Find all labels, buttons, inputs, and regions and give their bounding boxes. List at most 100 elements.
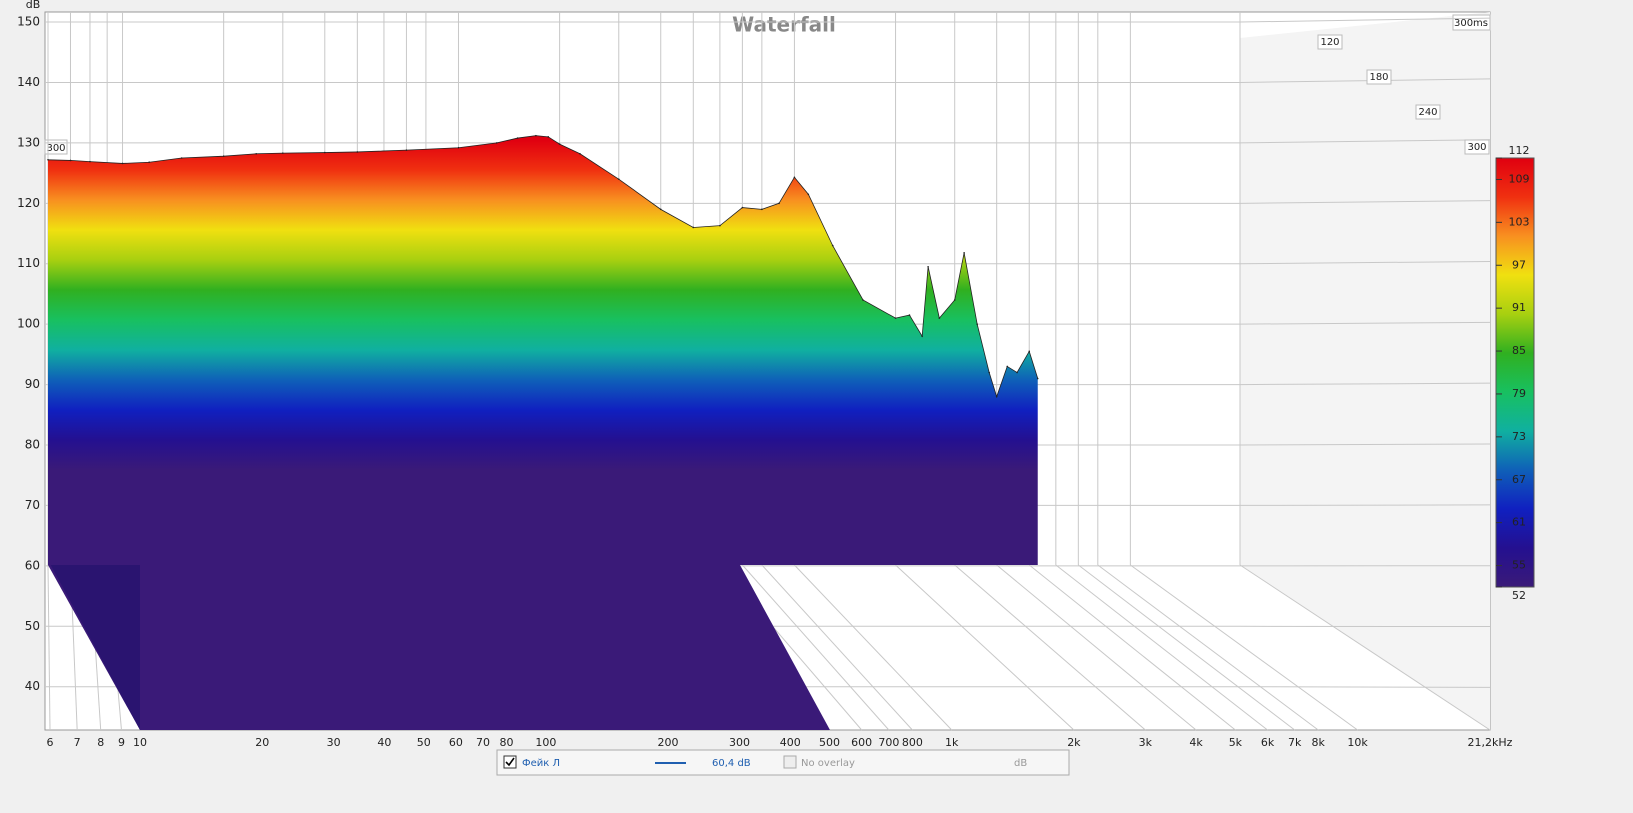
y-tick-label: 150 <box>17 15 40 29</box>
colorbar-label: 85 <box>1512 344 1526 357</box>
y-tick-label: 90 <box>25 377 40 391</box>
point <box>47 159 49 161</box>
point <box>122 163 124 165</box>
x-tick-label: 6k <box>1261 736 1275 749</box>
x-tick-label: 500 <box>819 736 840 749</box>
x-tick-label: 40 <box>377 736 391 749</box>
colorbar-label: 109 <box>1509 172 1530 185</box>
x-tick-label: 80 <box>500 736 514 749</box>
point <box>921 335 923 337</box>
point <box>742 207 744 209</box>
legend-box <box>497 750 1069 775</box>
point <box>181 157 183 159</box>
checkbox[interactable] <box>504 756 516 768</box>
x-tick-label: 10k <box>1347 736 1368 749</box>
x-tick-label: 10 <box>133 736 147 749</box>
overlay-checkbox[interactable] <box>784 756 796 768</box>
y-tick-label: 80 <box>25 438 40 452</box>
point <box>1016 372 1018 374</box>
y-tick-label: 70 <box>25 498 40 512</box>
point <box>1028 351 1030 353</box>
z-tick-label: 300 <box>1467 142 1486 153</box>
point <box>1037 378 1039 380</box>
point <box>618 178 620 180</box>
point <box>778 203 780 205</box>
point <box>282 152 284 154</box>
x-tick-label: 100 <box>535 736 556 749</box>
point <box>357 151 359 153</box>
x-tick-label: 50 <box>417 736 431 749</box>
floor <box>48 565 830 730</box>
point <box>832 245 834 247</box>
colorbar-label: 73 <box>1512 430 1526 443</box>
x-tick-label: 1k <box>945 736 959 749</box>
z-end-label: 300ms <box>1454 18 1488 29</box>
point <box>996 396 998 398</box>
x-tick-label: 5k <box>1229 736 1243 749</box>
x-tick-label: 8 <box>97 736 104 749</box>
x-tick-label: 300 <box>729 736 750 749</box>
point <box>458 147 460 149</box>
point <box>909 314 911 316</box>
x-tick-label: 3k <box>1139 736 1153 749</box>
x-tick-label: 9 <box>118 736 125 749</box>
legend-unit: dB <box>1014 758 1027 769</box>
colorbar-label: 103 <box>1509 215 1530 228</box>
y-tick-label: 140 <box>17 75 40 89</box>
point <box>579 153 581 155</box>
point <box>496 142 498 144</box>
grid-line <box>1240 687 1490 688</box>
point <box>223 155 225 157</box>
point <box>255 153 257 155</box>
x-tick-label: 30 <box>327 736 341 749</box>
colorbar-label: 97 <box>1512 258 1526 271</box>
point <box>517 137 519 139</box>
colorbar-label: 112 <box>1509 144 1530 157</box>
x-tick-label: 4k <box>1189 736 1203 749</box>
point <box>963 252 965 254</box>
z-tick-label: 180 <box>1369 72 1388 83</box>
z-tick-label: 120 <box>1320 37 1339 48</box>
point <box>862 299 864 301</box>
x-tick-label: 20 <box>255 736 269 749</box>
x-tick-label: 200 <box>658 736 679 749</box>
point <box>1006 366 1008 368</box>
z-front-label: 300 <box>46 143 65 154</box>
point <box>148 161 150 163</box>
colorbar-label: 91 <box>1512 301 1526 314</box>
z-tick-label: 240 <box>1418 107 1437 118</box>
point <box>324 152 326 154</box>
x-tick-label: 800 <box>902 736 923 749</box>
x-tick-label: 8k <box>1312 736 1326 749</box>
x-tick-label: 70 <box>476 736 490 749</box>
x-tick-label: 700 <box>878 736 899 749</box>
colorbar-label: 61 <box>1512 516 1526 529</box>
point <box>808 193 810 195</box>
chart-title: Waterfall <box>732 13 836 37</box>
y-tick-label: 120 <box>17 196 40 210</box>
legend: Фейк Л 60,4 dB No overlay dB <box>497 750 1069 775</box>
x-tick-label: 7k <box>1288 736 1302 749</box>
x-tick-label: 400 <box>780 736 801 749</box>
point <box>692 227 694 229</box>
point <box>954 299 956 301</box>
y-tick-label: 130 <box>17 135 40 149</box>
point <box>535 135 537 137</box>
point <box>406 149 408 151</box>
y-tick-label: 100 <box>17 317 40 331</box>
x-tick-label: 21,2kHz <box>1468 736 1513 749</box>
point <box>794 177 796 179</box>
y-tick-label: 50 <box>25 619 40 633</box>
x-tick-label: 7 <box>74 736 81 749</box>
point <box>70 160 72 162</box>
x-tick-label: 60 <box>449 736 463 749</box>
point <box>976 323 978 325</box>
colorbar-label: 79 <box>1512 387 1526 400</box>
legend-series-name: Фейк Л <box>522 758 560 769</box>
point <box>939 317 941 319</box>
grid-line <box>1240 505 1490 506</box>
y-tick-label: 60 <box>25 558 40 572</box>
legend-value: 60,4 dB <box>712 758 751 769</box>
